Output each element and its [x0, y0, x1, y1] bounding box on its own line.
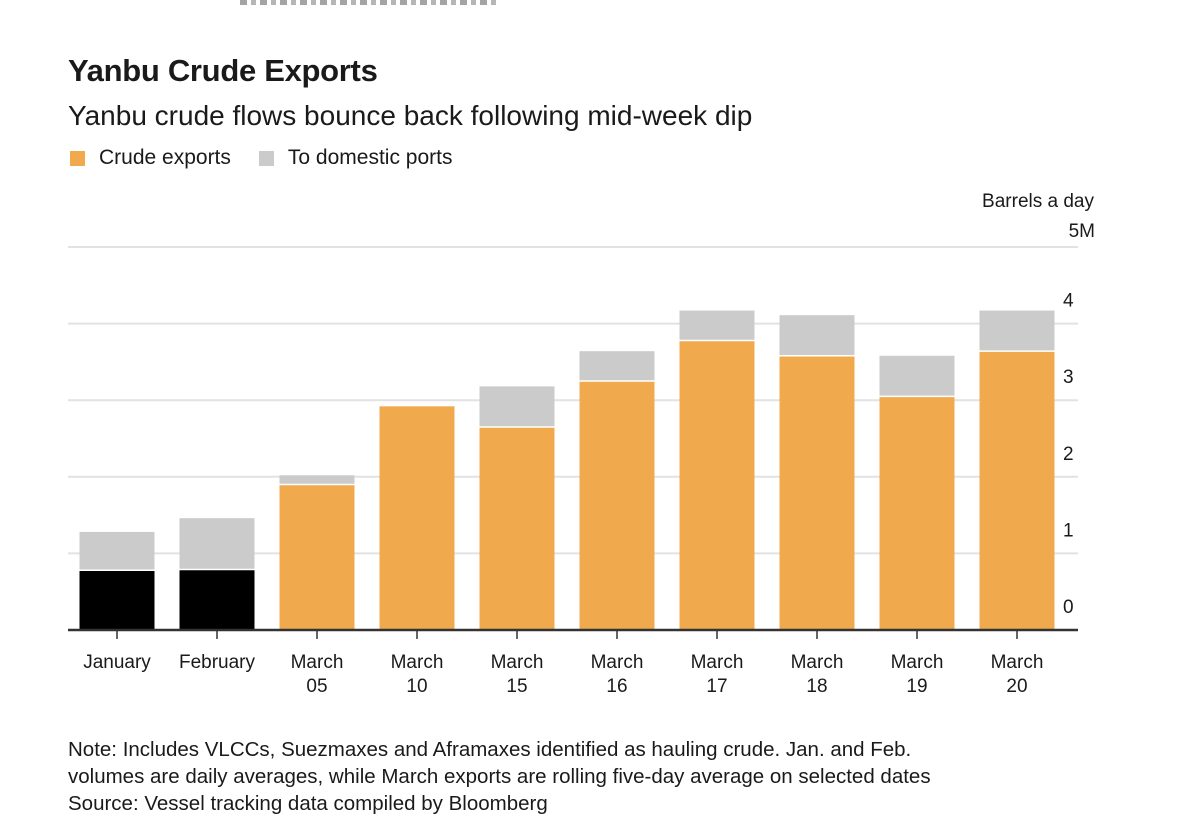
x-tick-label: February [179, 652, 256, 673]
legend-label-crude-exports: Crude exports [99, 146, 231, 169]
bar-domestic-ports-2 [279, 475, 355, 485]
chart-legend: Crude exports To domestic ports [70, 146, 480, 170]
y-tick-label: 1 [1063, 520, 1074, 541]
bar-domestic-ports-5 [579, 351, 655, 382]
legend-label-domestic-ports: To domestic ports [287, 146, 453, 169]
bar-crude-exports-7 [779, 355, 855, 630]
y-tick-label: 0 [1063, 597, 1074, 618]
x-tick-label: March [991, 652, 1044, 673]
legend-item-domestic-ports: To domestic ports [258, 146, 453, 170]
x-tick-label: 16 [606, 676, 627, 697]
bar-crude-exports-5 [579, 381, 655, 630]
note-line-2: volumes are daily averages, while March … [68, 765, 931, 788]
note-line-1: Note: Includes VLCCs, Suezmaxes and Afra… [68, 738, 912, 761]
x-tick-label: March [891, 652, 944, 673]
chart-subtitle: Yanbu crude flows bounce back following … [68, 100, 753, 131]
bar-domestic-ports-1 [179, 518, 255, 570]
bar-crude-exports-6 [679, 340, 755, 630]
x-tick-label: 05 [306, 676, 327, 697]
y-tick-label: 3 [1063, 367, 1074, 388]
bar-domestic-ports-8 [879, 355, 955, 397]
x-tick-label: 18 [806, 676, 827, 697]
bar-domestic-ports-9 [979, 310, 1055, 352]
y-tick-label: 5M [1069, 221, 1095, 242]
y-tick-label: 4 [1063, 291, 1074, 312]
bar-domestic-ports-4 [479, 386, 555, 428]
x-tick-label: 20 [1006, 676, 1027, 697]
x-tick-label: March [691, 652, 744, 673]
legend-swatch-domestic-ports [258, 150, 274, 166]
bar-domestic-ports-7 [779, 315, 855, 356]
x-tick-label: January [83, 652, 151, 673]
bar-crude-exports-8 [879, 396, 955, 630]
bar-crude-exports-0 [79, 570, 155, 630]
bar-domestic-ports-0 [79, 531, 155, 571]
source-line: Source: Vessel tracking data compiled by… [68, 792, 548, 815]
x-tick-label: 10 [406, 676, 427, 697]
x-tick-label: 19 [906, 676, 927, 697]
bar-crude-exports-1 [179, 569, 255, 630]
bar-domestic-ports-6 [679, 310, 755, 341]
chart-title: Yanbu Crude Exports [68, 53, 378, 88]
y-tick-label: 2 [1063, 444, 1074, 465]
bar-crude-exports-9 [979, 351, 1055, 630]
x-tick-label: 15 [506, 676, 527, 697]
x-tick-label: March [391, 652, 444, 673]
legend-item-crude-exports: Crude exports [70, 146, 231, 170]
legend-swatch-crude-exports [70, 150, 85, 166]
bar-crude-exports-2 [279, 484, 355, 630]
y-axis-unit-label: Barrels a day [982, 191, 1094, 212]
x-tick-label: March [791, 652, 844, 673]
x-tick-label: March [291, 652, 344, 673]
x-tick-label: March [591, 652, 644, 673]
chart-note: Note: Includes VLCCs, Suezmaxes and Afra… [68, 736, 931, 817]
x-tick-label: 17 [706, 676, 727, 697]
cropped-text-fragment [240, 0, 500, 6]
bar-crude-exports-4 [479, 427, 555, 630]
x-tick-label: March [491, 652, 544, 673]
bar-crude-exports-3 [379, 406, 455, 630]
